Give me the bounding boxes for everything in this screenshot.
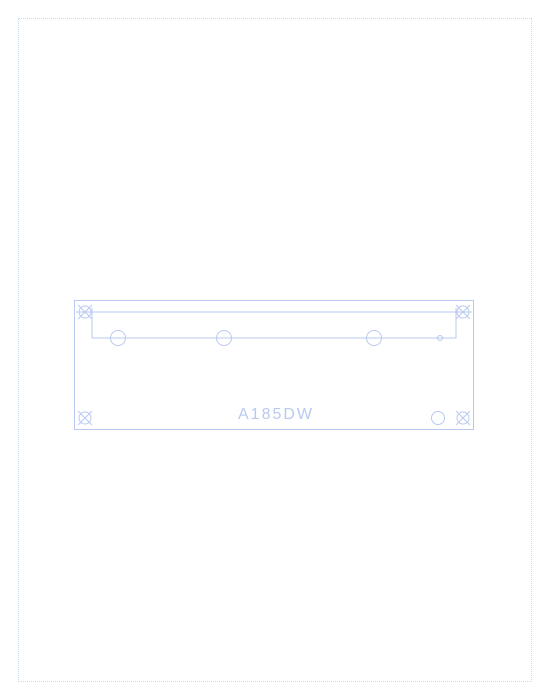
panel-circle xyxy=(437,335,443,341)
panel-circle xyxy=(110,330,126,346)
corner-cross-icon xyxy=(77,410,93,426)
part-label: A185DW xyxy=(238,406,314,424)
corner-cross-icon xyxy=(455,304,471,320)
panel-inner-lines xyxy=(0,0,550,700)
panel-bottom-circle xyxy=(431,411,445,425)
corner-cross-icon xyxy=(77,304,93,320)
drawing-canvas: A185DW xyxy=(0,0,550,700)
panel-circle xyxy=(366,330,382,346)
corner-cross-icon xyxy=(455,410,471,426)
panel-circle xyxy=(216,330,232,346)
